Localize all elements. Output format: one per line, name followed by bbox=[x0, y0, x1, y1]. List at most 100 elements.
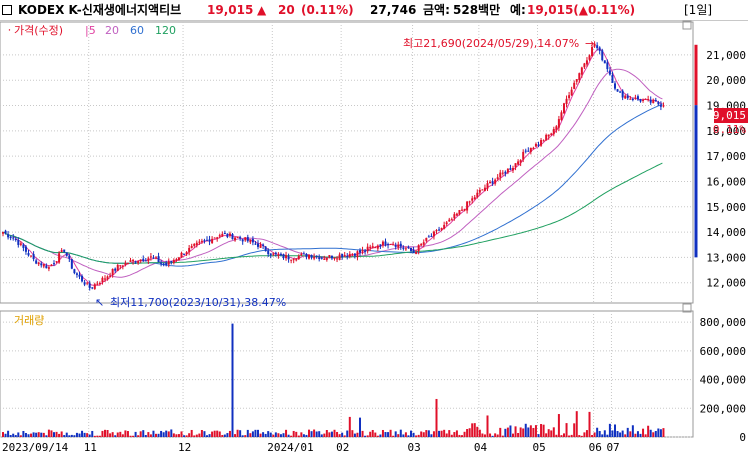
candle-body bbox=[119, 265, 122, 267]
volume-bar bbox=[359, 417, 361, 437]
date-axis: 2023/09/14 11 12 2024/01 02 03 04 05 06 07 bbox=[2, 441, 620, 454]
candle-body bbox=[121, 265, 124, 267]
panel-maximize-icon[interactable] bbox=[682, 20, 692, 30]
candle-body bbox=[310, 255, 313, 258]
candle-body bbox=[585, 60, 588, 65]
volume-bar bbox=[93, 435, 96, 437]
candle-body bbox=[563, 103, 565, 114]
volume-bar bbox=[297, 435, 300, 437]
candle-body bbox=[399, 243, 402, 247]
legend-ma20[interactable]: 20 bbox=[105, 24, 119, 37]
price-tick-label: 16,000 bbox=[706, 175, 746, 188]
candle-body bbox=[412, 249, 415, 253]
price-tick-label: 20,000 bbox=[706, 74, 746, 87]
volume-bar bbox=[578, 435, 581, 437]
volume-bar bbox=[626, 427, 629, 437]
volume-bar bbox=[647, 425, 650, 437]
moving-average-lines bbox=[1, 48, 663, 286]
date-tick-label: 2023/09/14 bbox=[2, 441, 69, 454]
change-percent: (0.11%) bbox=[301, 3, 354, 17]
volume-bar bbox=[374, 432, 377, 437]
volume-bar bbox=[585, 430, 588, 437]
volume-bar bbox=[450, 434, 453, 437]
volume-bar bbox=[175, 434, 178, 437]
volume-bar bbox=[91, 430, 94, 437]
panel-resize-icon[interactable] bbox=[682, 303, 692, 313]
date-tick-label: 11 bbox=[84, 441, 97, 454]
up-arrow-icon: ▲ bbox=[257, 3, 267, 17]
candle-body bbox=[534, 143, 537, 147]
candle-body bbox=[221, 233, 224, 237]
volume-bar bbox=[598, 431, 601, 437]
candle-body bbox=[116, 264, 119, 271]
volume-bar bbox=[499, 427, 502, 437]
volume-bar bbox=[106, 430, 109, 437]
candle-body bbox=[134, 261, 137, 263]
candle-body bbox=[91, 287, 94, 289]
volume-tick-label: 400,000 bbox=[700, 374, 746, 387]
candle-body bbox=[78, 274, 81, 277]
volume-bar bbox=[453, 432, 456, 437]
candle-body bbox=[397, 244, 400, 248]
volume-bar bbox=[234, 434, 237, 437]
volume-bar bbox=[47, 429, 50, 437]
volume-bar bbox=[213, 430, 216, 437]
candle-body bbox=[101, 277, 104, 283]
period-selector[interactable]: [1일] bbox=[684, 3, 713, 17]
price-value: 19,015 bbox=[207, 3, 254, 17]
volume-bar bbox=[481, 433, 484, 437]
candle-body bbox=[246, 237, 249, 242]
candle-body bbox=[626, 95, 629, 99]
volume-bar bbox=[114, 435, 117, 437]
legend-ma120[interactable]: 120 bbox=[155, 24, 176, 37]
candle-body bbox=[371, 246, 374, 248]
candle-body bbox=[106, 276, 109, 280]
candle-body bbox=[580, 67, 583, 75]
volume-bar bbox=[190, 429, 193, 437]
volume-bar bbox=[438, 430, 441, 437]
volume-bar bbox=[152, 430, 155, 437]
candle-body bbox=[631, 98, 634, 100]
candle-body bbox=[4, 230, 7, 234]
price-axis: 12,000 13,000 14,000 15,000 16,000 17,000 18,0… bbox=[694, 44, 746, 290]
date-tick-label: 03 bbox=[408, 441, 421, 454]
volume-bar bbox=[315, 431, 318, 437]
chart-icon bbox=[2, 5, 12, 15]
candle-body bbox=[529, 147, 532, 152]
volume-bar bbox=[19, 435, 22, 437]
candle-body bbox=[346, 256, 349, 258]
volume-bar bbox=[121, 434, 124, 437]
candle-body bbox=[269, 253, 272, 256]
candle-body bbox=[323, 258, 326, 260]
candle-body bbox=[58, 253, 61, 263]
legend-ma5[interactable]: |5 bbox=[85, 24, 96, 37]
volume-bar bbox=[557, 414, 560, 437]
candle-body bbox=[547, 134, 550, 137]
candle-body bbox=[175, 259, 178, 262]
candle-body bbox=[139, 259, 142, 262]
volume-bar bbox=[195, 434, 198, 437]
volume-bar bbox=[532, 427, 535, 437]
current-price-tag bbox=[714, 108, 748, 123]
candle-body bbox=[384, 241, 387, 246]
volume-tick-label: 0 bbox=[739, 431, 746, 444]
price-tick-label: 18,000 bbox=[706, 125, 746, 138]
volume-bar bbox=[27, 434, 30, 437]
legend-ma60[interactable]: 60 bbox=[130, 24, 144, 37]
legend-price-label[interactable]: 가격(수정) bbox=[14, 24, 63, 37]
volume-bar bbox=[580, 435, 583, 437]
volume-bar bbox=[448, 430, 451, 437]
volume-bar bbox=[310, 431, 313, 437]
volume-bar bbox=[601, 434, 604, 437]
volume-bar bbox=[361, 430, 364, 437]
volume-bar bbox=[104, 429, 106, 437]
candle-body bbox=[60, 250, 63, 252]
volume-bar bbox=[134, 431, 137, 437]
legend-volume-label[interactable]: 거래량 bbox=[14, 314, 44, 327]
volume-bar bbox=[636, 431, 639, 437]
candle-body bbox=[624, 95, 627, 99]
volume-bar bbox=[239, 430, 242, 437]
candle-body bbox=[542, 140, 545, 142]
volume-bar bbox=[188, 433, 191, 437]
